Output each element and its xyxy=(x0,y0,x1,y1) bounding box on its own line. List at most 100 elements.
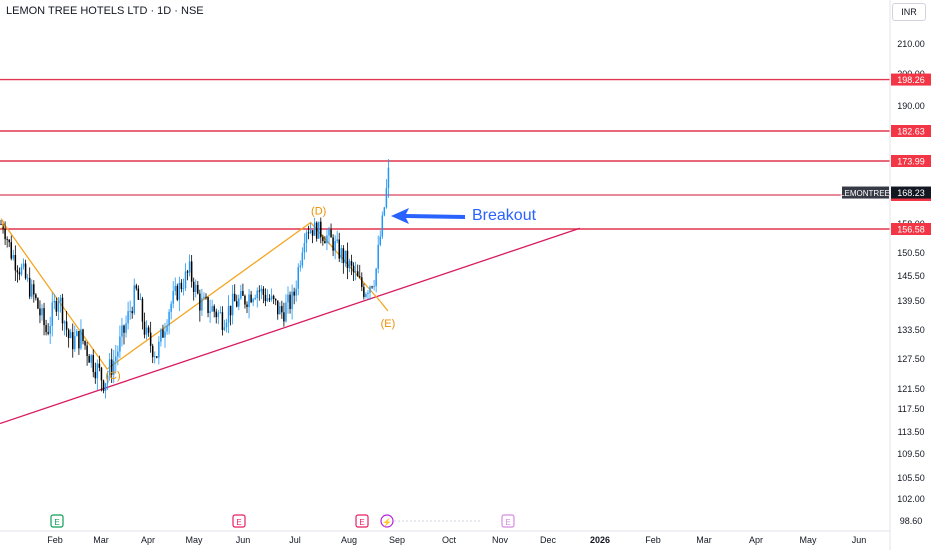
y-tick-label: 156.58 xyxy=(897,225,925,235)
candle-body xyxy=(320,221,322,238)
x-tick-label: Nov xyxy=(492,535,509,545)
candle-body xyxy=(274,298,277,301)
candle-body xyxy=(74,336,76,350)
candle-body xyxy=(336,239,338,241)
y-tick-label: 173.99 xyxy=(897,157,925,167)
candle-body xyxy=(381,215,384,237)
y-tick-label: 98.60 xyxy=(900,516,923,526)
candle-body xyxy=(88,355,90,363)
candle-body xyxy=(289,294,291,309)
candle-body xyxy=(375,268,377,287)
candle-body xyxy=(295,288,297,296)
event-marker-label: E xyxy=(505,518,510,527)
y-tick-label: 210.00 xyxy=(897,39,925,49)
candle-body xyxy=(37,298,39,309)
currency-button[interactable]: INR xyxy=(892,3,926,21)
candle-body xyxy=(100,367,103,381)
candle-body xyxy=(332,237,334,251)
candle-body xyxy=(244,295,246,305)
candle-body xyxy=(252,299,254,303)
candle-body xyxy=(383,207,386,216)
candle-body xyxy=(170,303,172,312)
x-tick-label: Dec xyxy=(540,535,557,545)
candle-body xyxy=(272,295,275,299)
candle-body xyxy=(39,308,41,316)
candle-body xyxy=(162,329,164,338)
candle-body xyxy=(82,329,84,341)
dividend-icon xyxy=(380,514,394,528)
candle-body xyxy=(164,331,166,338)
candle-body xyxy=(0,224,2,225)
level-price-tag xyxy=(891,155,931,167)
y-tick-label: 150.50 xyxy=(897,248,925,258)
candle-body xyxy=(334,240,336,251)
chart-title: LEMON TREE HOTELS LTD · 1D · NSE xyxy=(6,5,204,17)
candle-body xyxy=(229,305,232,316)
x-tick-label: 2026 xyxy=(590,535,610,545)
x-tick-label: Jun xyxy=(852,535,867,545)
candle-body xyxy=(156,356,158,358)
candle-body xyxy=(236,301,238,307)
candle-body xyxy=(12,254,15,259)
candle-body xyxy=(305,232,308,243)
candle-body xyxy=(238,298,240,307)
candle-body xyxy=(28,277,31,297)
candle-body xyxy=(182,288,185,289)
event-markers: E E E ⚡ E xyxy=(50,514,515,528)
support-trendline xyxy=(0,227,581,425)
candle-body xyxy=(225,322,228,328)
candle-body xyxy=(10,242,12,259)
wave-label: (B) xyxy=(0,218,4,230)
candle-body xyxy=(69,332,72,339)
candle-body xyxy=(59,297,62,302)
annotations: Breakout xyxy=(391,207,537,224)
candle-body xyxy=(184,271,187,289)
candle-body xyxy=(127,311,129,324)
candle-body xyxy=(45,325,47,333)
candle-body xyxy=(217,312,220,318)
candle-body xyxy=(387,167,390,189)
x-tick-label: Jun xyxy=(236,535,251,545)
y-tick-label: 133.50 xyxy=(897,325,925,335)
event-marker-label: E xyxy=(359,518,364,527)
candle-body xyxy=(293,291,295,296)
candle-body xyxy=(35,294,37,299)
x-tick-label: Feb xyxy=(645,535,661,545)
candle-body xyxy=(315,222,318,239)
y-tick-label: 117.50 xyxy=(898,404,925,414)
candle-body xyxy=(248,294,250,308)
candle-body xyxy=(213,306,215,312)
candle-body xyxy=(168,311,170,326)
candle-body xyxy=(33,284,35,295)
candle-body xyxy=(227,305,230,323)
earnings-icon xyxy=(50,514,64,528)
candle-body xyxy=(90,355,92,363)
candle-body xyxy=(125,323,127,333)
candle-body xyxy=(285,302,287,322)
candle-body xyxy=(106,375,109,384)
candle-body xyxy=(209,311,211,313)
x-tick-label: Apr xyxy=(749,535,763,545)
candle-body xyxy=(283,312,285,322)
candle-body xyxy=(145,327,148,335)
candle-body xyxy=(80,329,82,349)
level-price-tag xyxy=(891,223,931,235)
candle-body xyxy=(76,331,78,337)
candle-body xyxy=(166,325,168,332)
candle-body xyxy=(356,271,359,277)
candle-body xyxy=(367,292,369,295)
candle-body xyxy=(57,301,60,312)
candle-body xyxy=(172,291,174,304)
candle-body xyxy=(149,332,152,346)
event-marker-label: E xyxy=(54,518,59,527)
candle-body xyxy=(65,321,68,330)
candle-body xyxy=(195,284,197,292)
wave-label: (D) xyxy=(311,206,326,218)
candle-body xyxy=(266,298,269,301)
candle-body xyxy=(86,345,88,356)
x-tick-label: Sep xyxy=(389,535,405,545)
candle-body xyxy=(352,265,355,273)
candle-body xyxy=(240,291,242,299)
